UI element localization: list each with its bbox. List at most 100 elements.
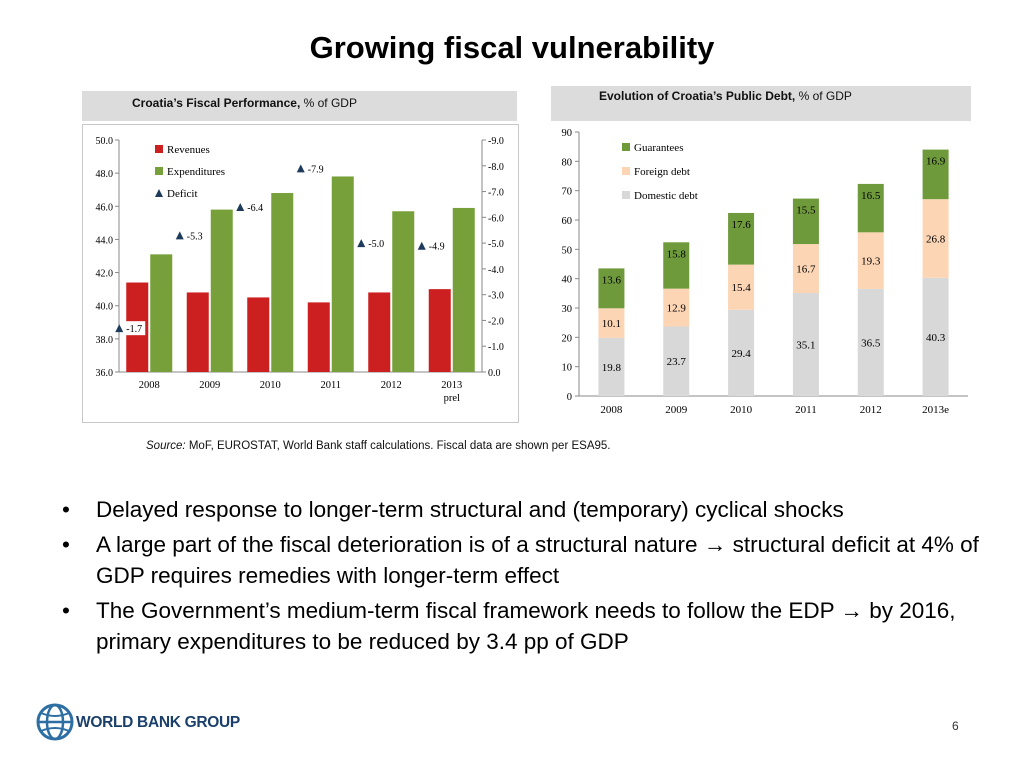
- x-tick-label: 2011: [320, 380, 341, 391]
- x-tick-label: 2011: [795, 404, 817, 416]
- bullet-item: • The Government’s medium-term fiscal fr…: [62, 595, 992, 657]
- guarantees-label: 17.6: [731, 219, 751, 231]
- expenditures-bar: [331, 176, 354, 372]
- right-tick-label: -3.0: [488, 291, 504, 302]
- y-tick-label: 40: [562, 275, 573, 286]
- left-tick-label: 42.0: [96, 269, 114, 280]
- chart2-caption: Evolution of Croatia’s Public Debt, % of…: [551, 86, 971, 121]
- globe-icon: [36, 703, 74, 741]
- x-tick-label: 2009: [665, 404, 688, 416]
- slide-title: Growing fiscal vulnerability: [309, 30, 715, 65]
- foreign-debt-bar: [663, 288, 690, 327]
- bullet-marker: •: [62, 598, 70, 623]
- y-tick-label: 30: [562, 304, 573, 315]
- left-tick-label: 40.0: [96, 302, 114, 313]
- bullet-marker: •: [62, 532, 70, 557]
- guarantees-bar: [922, 149, 949, 200]
- source-text: MoF, EUROSTAT, World Bank staff calculat…: [188, 440, 611, 452]
- domestic-debt-label: 40.3: [926, 332, 946, 344]
- deficit-marker: [236, 203, 245, 212]
- foreign-debt-label: 15.4: [731, 282, 751, 294]
- bullet-text: A large part of the fiscal deterioration…: [96, 532, 979, 588]
- foreign-debt-bar: [792, 244, 819, 294]
- deficit-label: -5.0: [368, 239, 384, 250]
- public-debt-chart-panel: 0 10 20 30 40 50 60 70 80 90 19.8 10.1 13.6 2008 23.7 1…: [550, 124, 971, 422]
- guarantees-label: 16.9: [926, 156, 946, 168]
- x-tick-label: 2010: [730, 404, 753, 416]
- chart1-caption-bold: Croatia’s Fiscal Performance,: [132, 96, 301, 110]
- y-tick-label: 0: [567, 392, 572, 403]
- foreign-debt-label: 12.9: [667, 303, 687, 315]
- legend-label-deficit: Deficit: [167, 188, 198, 200]
- bullet-text: The Government’s medium-term fiscal fram…: [96, 598, 956, 654]
- x-tick-label: 2012: [381, 380, 402, 391]
- left-tick-label: 38.0: [96, 335, 114, 346]
- right-tick-label: -7.0: [488, 188, 504, 199]
- legend-label-revenues: Revenues: [167, 144, 210, 156]
- legend-swatch-foreign-debt: [622, 167, 630, 175]
- y-tick-label: 50: [562, 245, 573, 256]
- y-tick-label: 80: [562, 157, 573, 168]
- revenues-bar: [186, 292, 209, 372]
- left-tick-label: 36.0: [96, 368, 114, 379]
- right-tick-label: -2.0: [488, 316, 504, 327]
- deficit-label: -5.3: [187, 231, 203, 242]
- revenues-bar: [247, 297, 270, 372]
- foreign-debt-label: 10.1: [602, 318, 621, 330]
- left-tick-label: 46.0: [96, 202, 114, 213]
- deficit-label-bg: [305, 161, 327, 176]
- bullet-text: Delayed response to longer-term structur…: [96, 497, 844, 522]
- deficit-marker: [296, 164, 305, 173]
- guarantees-label: 15.8: [667, 248, 687, 260]
- deficit-label-bg: [184, 228, 206, 243]
- foreign-debt-label: 19.3: [861, 256, 881, 268]
- deficit-label-bg: [245, 200, 267, 215]
- chart2-caption-bold: Evolution of Croatia’s Public Debt,: [599, 89, 796, 103]
- left-tick-label: 48.0: [96, 169, 114, 180]
- foreign-debt-bar: [598, 308, 625, 338]
- legend-label-foreign-debt: Foreign debt: [634, 166, 690, 178]
- deficit-label-bg: [124, 321, 146, 336]
- foreign-debt-label: 16.7: [796, 264, 816, 276]
- bullet-marker: •: [62, 497, 70, 522]
- left-tick-label: 50.0: [96, 136, 114, 147]
- deficit-marker: [417, 241, 426, 250]
- source-note: Source: MoF, EUROSTAT, World Bank staff …: [146, 440, 610, 452]
- deficit-label-bg: [366, 236, 388, 251]
- deficit-label: -7.9: [308, 164, 324, 175]
- x-tick-label: 2008: [600, 404, 623, 416]
- legend-label-guarantees: Guarantees: [634, 142, 683, 154]
- domestic-debt-label: 19.8: [602, 362, 622, 374]
- deficit-marker: [357, 239, 366, 248]
- x-tick-label: 2009: [199, 380, 220, 391]
- domestic-debt-bar: [922, 277, 949, 396]
- bullet-item: • A large part of the fiscal deteriorati…: [62, 529, 992, 591]
- page-number: 6: [952, 719, 959, 733]
- legend-swatch-deficit: [155, 189, 163, 197]
- y-tick-label: 10: [562, 363, 573, 374]
- right-tick-label: -6.0: [488, 213, 504, 224]
- x-tick-label: 2013e: [922, 404, 949, 416]
- expenditures-bar: [452, 207, 475, 372]
- foreign-debt-bar: [857, 232, 884, 289]
- y-tick-label: 60: [562, 216, 573, 227]
- foreign-debt-bar: [728, 264, 755, 310]
- domestic-debt-bar: [728, 309, 755, 396]
- right-tick-label: -1.0: [488, 342, 504, 353]
- y-tick-label: 70: [562, 187, 573, 198]
- public-debt-chart: 0 10 20 30 40 50 60 70 80 90 19.8 10.1 13.6 2008 23.7 1…: [562, 128, 968, 416]
- right-tick-label: -8.0: [488, 162, 504, 173]
- fiscal-performance-chart-panel: 36.0 38.0 40.0 42.0 44.0 46.0 48.0 50.0 0.0 -1.0 -…: [82, 124, 519, 423]
- x-tick-label: 2010: [260, 380, 281, 391]
- chart2-caption-rest: % of GDP: [795, 89, 852, 103]
- expenditures-bar: [392, 211, 415, 372]
- guarantees-bar: [598, 268, 625, 309]
- legend-label-expenditures: Expenditures: [167, 166, 225, 178]
- y-tick-label: 90: [562, 128, 573, 139]
- deficit-label-bg: [426, 238, 448, 253]
- right-tick-label: -4.0: [488, 265, 504, 276]
- domestic-debt-bar: [857, 288, 884, 396]
- chart1-caption-rest: % of GDP: [300, 96, 357, 110]
- bullet-list: • Delayed response to longer-term struct…: [62, 494, 992, 661]
- left-tick-label: 44.0: [96, 235, 114, 246]
